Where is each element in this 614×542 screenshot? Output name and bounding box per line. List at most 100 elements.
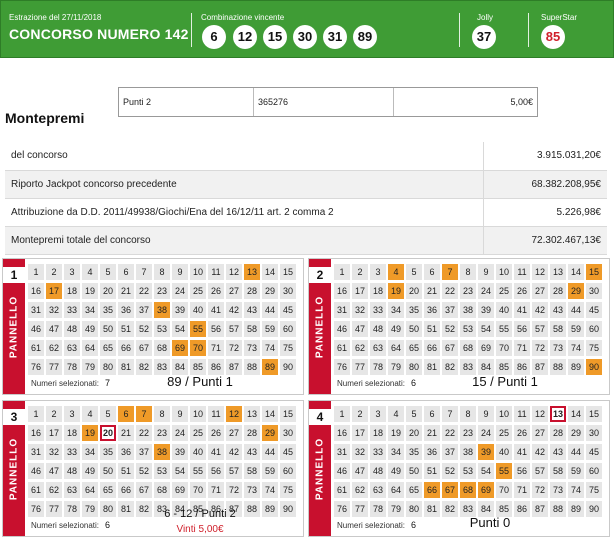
number-cell-38[interactable]: 38 (154, 444, 170, 460)
number-cell-1[interactable]: 1 (28, 406, 44, 422)
number-cell-47[interactable]: 47 (46, 321, 62, 337)
number-cell-22[interactable]: 22 (136, 425, 152, 441)
number-cell-49[interactable]: 49 (388, 321, 404, 337)
number-cell-63[interactable]: 63 (370, 340, 386, 356)
number-cell-81[interactable]: 81 (424, 359, 440, 375)
number-cell-58[interactable]: 58 (550, 321, 566, 337)
number-cell-64[interactable]: 64 (388, 340, 404, 356)
number-cell-38[interactable]: 38 (460, 302, 476, 318)
number-cell-50[interactable]: 50 (100, 463, 116, 479)
number-cell-19[interactable]: 19 (82, 283, 98, 299)
number-cell-18[interactable]: 18 (370, 283, 386, 299)
number-cell-47[interactable]: 47 (352, 463, 368, 479)
number-cell-39[interactable]: 39 (172, 444, 188, 460)
number-cell-15[interactable]: 15 (280, 264, 296, 280)
number-cell-74[interactable]: 74 (262, 482, 278, 498)
number-cell-67[interactable]: 67 (442, 340, 458, 356)
number-cell-8[interactable]: 8 (154, 406, 170, 422)
number-cell-69[interactable]: 69 (172, 482, 188, 498)
number-cell-51[interactable]: 51 (424, 321, 440, 337)
number-cell-65[interactable]: 65 (406, 482, 422, 498)
number-cell-36[interactable]: 36 (118, 444, 134, 460)
number-cell-11[interactable]: 11 (208, 406, 224, 422)
number-cell-55[interactable]: 55 (190, 321, 206, 337)
number-cell-61[interactable]: 61 (28, 482, 44, 498)
number-cell-78[interactable]: 78 (64, 501, 80, 517)
number-cell-76[interactable]: 76 (334, 359, 350, 375)
number-cell-3[interactable]: 3 (64, 264, 80, 280)
number-cell-19[interactable]: 19 (388, 283, 404, 299)
number-cell-70[interactable]: 70 (496, 340, 512, 356)
number-cell-87[interactable]: 87 (226, 501, 242, 517)
number-cell-36[interactable]: 36 (118, 302, 134, 318)
number-cell-14[interactable]: 14 (262, 264, 278, 280)
number-cell-13[interactable]: 13 (244, 406, 260, 422)
number-cell-11[interactable]: 11 (208, 264, 224, 280)
number-cell-4[interactable]: 4 (388, 406, 404, 422)
number-cell-25[interactable]: 25 (496, 425, 512, 441)
number-cell-32[interactable]: 32 (352, 444, 368, 460)
number-cell-27[interactable]: 27 (532, 425, 548, 441)
number-cell-76[interactable]: 76 (334, 501, 350, 517)
number-cell-33[interactable]: 33 (64, 444, 80, 460)
number-cell-49[interactable]: 49 (82, 463, 98, 479)
number-cell-41[interactable]: 41 (514, 444, 530, 460)
number-cell-65[interactable]: 65 (406, 340, 422, 356)
number-cell-68[interactable]: 68 (460, 340, 476, 356)
number-cell-82[interactable]: 82 (136, 359, 152, 375)
number-cell-24[interactable]: 24 (478, 425, 494, 441)
number-cell-13[interactable]: 13 (244, 264, 260, 280)
number-cell-6[interactable]: 6 (118, 264, 134, 280)
number-cell-68[interactable]: 68 (154, 340, 170, 356)
number-cell-26[interactable]: 26 (208, 283, 224, 299)
number-cell-16[interactable]: 16 (334, 425, 350, 441)
number-cell-6[interactable]: 6 (118, 406, 134, 422)
number-cell-27[interactable]: 27 (226, 425, 242, 441)
number-cell-16[interactable]: 16 (28, 283, 44, 299)
number-cell-36[interactable]: 36 (424, 302, 440, 318)
number-cell-56[interactable]: 56 (208, 463, 224, 479)
number-cell-26[interactable]: 26 (514, 283, 530, 299)
number-cell-10[interactable]: 10 (190, 406, 206, 422)
number-cell-2[interactable]: 2 (352, 406, 368, 422)
number-cell-6[interactable]: 6 (424, 264, 440, 280)
number-cell-46[interactable]: 46 (334, 463, 350, 479)
number-cell-64[interactable]: 64 (388, 482, 404, 498)
number-cell-59[interactable]: 59 (262, 463, 278, 479)
number-cell-37[interactable]: 37 (136, 302, 152, 318)
number-cell-83[interactable]: 83 (154, 501, 170, 517)
number-cell-67[interactable]: 67 (442, 482, 458, 498)
number-cell-46[interactable]: 46 (28, 463, 44, 479)
number-cell-44[interactable]: 44 (568, 302, 584, 318)
number-cell-56[interactable]: 56 (208, 321, 224, 337)
number-cell-88[interactable]: 88 (244, 359, 260, 375)
number-cell-82[interactable]: 82 (136, 501, 152, 517)
number-cell-28[interactable]: 28 (550, 283, 566, 299)
number-cell-34[interactable]: 34 (388, 302, 404, 318)
number-cell-3[interactable]: 3 (370, 264, 386, 280)
number-cell-63[interactable]: 63 (370, 482, 386, 498)
number-cell-90[interactable]: 90 (586, 501, 602, 517)
number-cell-71[interactable]: 71 (208, 482, 224, 498)
number-cell-3[interactable]: 3 (370, 406, 386, 422)
number-cell-70[interactable]: 70 (496, 482, 512, 498)
number-cell-35[interactable]: 35 (100, 444, 116, 460)
number-cell-70[interactable]: 70 (190, 482, 206, 498)
number-cell-39[interactable]: 39 (478, 444, 494, 460)
number-cell-5[interactable]: 5 (100, 264, 116, 280)
number-cell-77[interactable]: 77 (46, 359, 62, 375)
number-cell-75[interactable]: 75 (280, 340, 296, 356)
number-cell-27[interactable]: 27 (226, 283, 242, 299)
number-cell-4[interactable]: 4 (388, 264, 404, 280)
number-cell-54[interactable]: 54 (478, 463, 494, 479)
number-cell-24[interactable]: 24 (478, 283, 494, 299)
number-cell-28[interactable]: 28 (244, 283, 260, 299)
number-cell-80[interactable]: 80 (406, 359, 422, 375)
number-cell-13[interactable]: 13 (550, 264, 566, 280)
number-cell-21[interactable]: 21 (118, 425, 134, 441)
number-cell-63[interactable]: 63 (64, 340, 80, 356)
number-cell-40[interactable]: 40 (496, 302, 512, 318)
number-cell-28[interactable]: 28 (550, 425, 566, 441)
number-cell-87[interactable]: 87 (532, 359, 548, 375)
number-cell-31[interactable]: 31 (28, 302, 44, 318)
